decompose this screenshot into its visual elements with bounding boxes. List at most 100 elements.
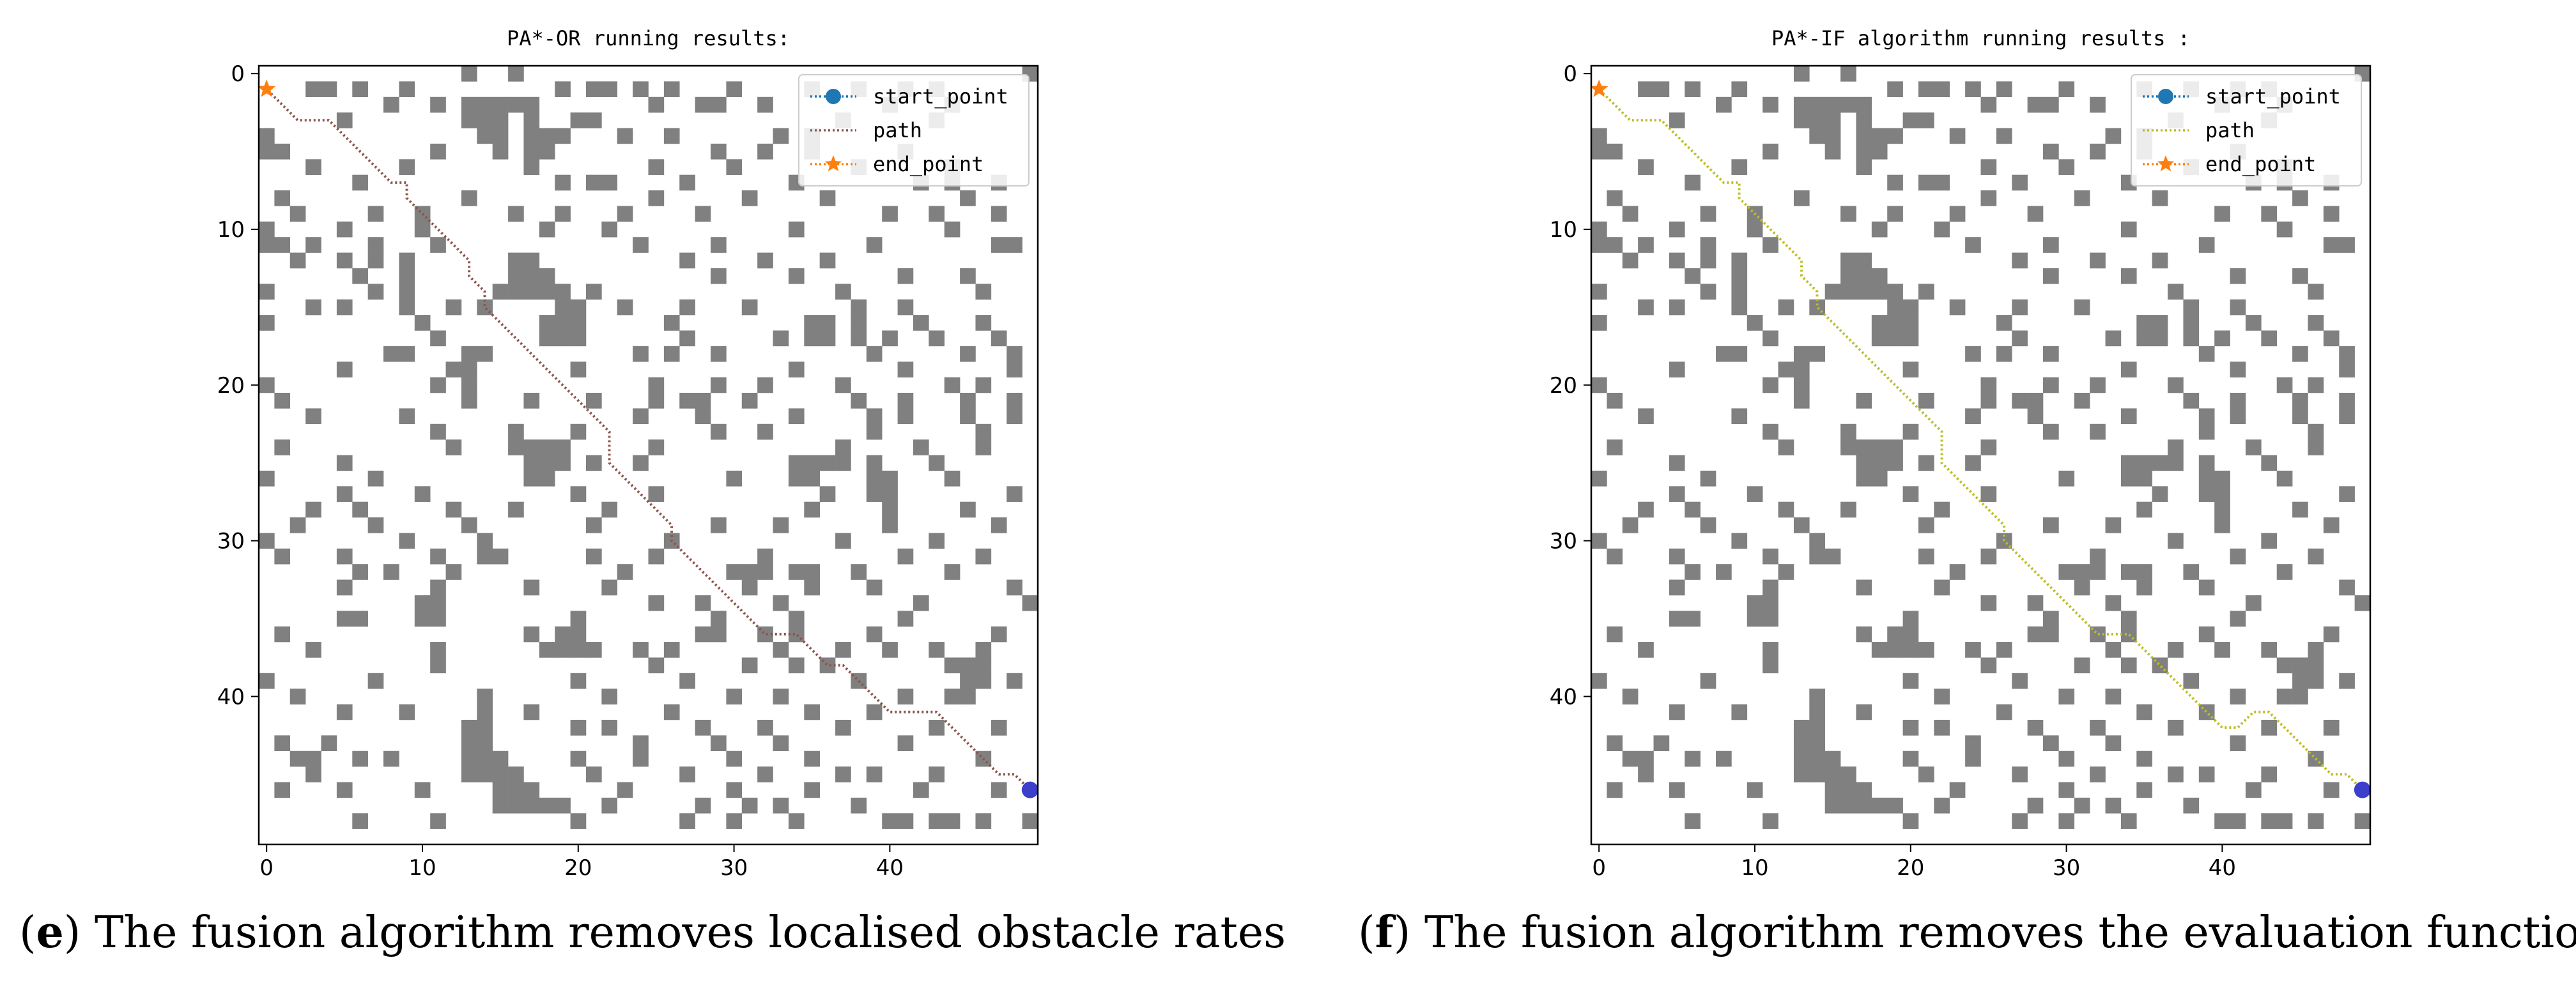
obstacle-cell <box>2230 362 2246 377</box>
obstacle-cell <box>508 96 524 113</box>
obstacle-cell <box>1622 206 1639 222</box>
obstacle-cell <box>259 284 275 300</box>
obstacle-cell <box>648 548 665 565</box>
obstacle-cell <box>1607 735 1623 752</box>
obstacle-cell <box>1809 735 1825 752</box>
obstacle-cell <box>2339 579 2355 596</box>
obstacle-cell <box>866 704 883 720</box>
obstacle-cell <box>523 143 540 160</box>
obstacle-cell <box>2214 642 2230 658</box>
obstacle-cell <box>2198 408 2215 425</box>
obstacle-cell <box>1949 782 1966 798</box>
obstacle-cell <box>2308 642 2324 658</box>
obstacle-cell <box>1638 159 1654 175</box>
obstacle-cell <box>430 96 446 113</box>
obstacle-cell <box>2058 470 2075 487</box>
obstacle-cell <box>1731 704 1748 720</box>
obstacle-cell <box>2152 190 2168 206</box>
obstacle-cell <box>1965 642 1981 658</box>
obstacle-cell <box>477 766 493 782</box>
obstacle-cell <box>289 252 306 269</box>
obstacle-cell <box>2339 408 2355 425</box>
obstacle-cell <box>259 377 275 393</box>
obstacle-cell <box>430 579 446 596</box>
obstacle-cell <box>2261 206 2278 222</box>
obstacle-cell <box>2152 455 2168 471</box>
obstacle-cell <box>897 611 914 627</box>
obstacle-cell <box>663 81 680 98</box>
obstacle-cell <box>585 174 602 191</box>
obstacle-cell <box>960 408 976 425</box>
obstacle-cell <box>2183 797 2200 814</box>
obstacle-cell <box>1871 315 1888 331</box>
obstacle-cell <box>461 719 477 736</box>
obstacle-cell <box>585 392 602 409</box>
obstacle-cell <box>2292 392 2308 409</box>
obstacle-cell <box>601 579 618 596</box>
obstacle-cell <box>508 782 524 798</box>
obstacle-cell <box>1871 330 1888 347</box>
obstacle-cell <box>1856 159 1872 175</box>
obstacle-cell <box>2214 470 2230 487</box>
obstacle-cell <box>1762 813 1778 829</box>
obstacle-cell <box>555 642 571 658</box>
obstacle-cell <box>2339 237 2355 253</box>
y-tick-label: 20 <box>217 373 245 399</box>
start-point-marker <box>2354 781 2371 798</box>
obstacle-cell <box>617 564 633 580</box>
obstacle-cell <box>757 766 773 782</box>
path-line <box>1598 88 2364 791</box>
obstacle-cell <box>259 221 275 238</box>
obstacle-cell <box>585 766 602 782</box>
obstacle-cell <box>2120 221 2137 238</box>
obstacle-cell <box>2105 517 2122 533</box>
obstacle-cell <box>1996 315 2012 331</box>
obstacle-cell <box>2245 782 2262 798</box>
obstacle-cell <box>367 517 384 533</box>
obstacle-cell <box>1902 112 1919 128</box>
obstacle-cell <box>2027 595 2044 611</box>
obstacle-cell <box>851 392 867 409</box>
obstacle-cell <box>679 330 695 347</box>
obstacle-cell <box>2183 315 2200 331</box>
obstacle-cell <box>633 346 649 362</box>
obstacle-cell <box>2292 346 2308 362</box>
obstacle-cell <box>2276 657 2293 674</box>
obstacle-cell <box>804 455 820 471</box>
obstacle-cell <box>1638 237 1654 253</box>
obstacle-cell <box>1669 252 1685 269</box>
obstacle-cell <box>1793 392 1810 409</box>
obstacle-cell <box>570 813 587 829</box>
obstacle-cell <box>2012 392 2028 409</box>
obstacle-cell <box>305 237 321 253</box>
obstacle-cell <box>741 657 758 674</box>
obstacle-cell <box>2136 579 2152 596</box>
obstacle-cell <box>960 657 976 674</box>
obstacle-cell <box>2168 642 2184 658</box>
obstacle-cell <box>882 486 898 502</box>
obstacle-cell <box>975 377 992 393</box>
obstacle-cell <box>648 486 665 502</box>
obstacle-cell <box>741 564 758 580</box>
obstacle-cell <box>305 408 321 425</box>
obstacle-cell <box>866 470 883 487</box>
obstacle-cell <box>383 751 399 767</box>
obstacle-cell <box>1840 66 1856 82</box>
obstacle-cell <box>711 268 727 284</box>
obstacle-cell <box>2245 595 2262 611</box>
obstacle-cell <box>2136 315 2152 331</box>
obstacle-cell <box>430 642 446 658</box>
obstacle-cell <box>2027 408 2044 425</box>
obstacle-cell <box>2354 595 2371 611</box>
obstacle-cell <box>477 299 493 316</box>
caption-f-letter: f <box>1375 907 1394 958</box>
obstacle-cell <box>539 330 555 347</box>
obstacle-cell <box>726 81 743 98</box>
x-tick-label: 20 <box>564 855 592 881</box>
obstacle-cell <box>1685 268 1701 284</box>
obstacle-cell <box>944 657 960 674</box>
obstacle-cell <box>1006 392 1022 409</box>
obstacle-cell <box>835 533 851 549</box>
obstacle-cell <box>1716 346 1732 362</box>
